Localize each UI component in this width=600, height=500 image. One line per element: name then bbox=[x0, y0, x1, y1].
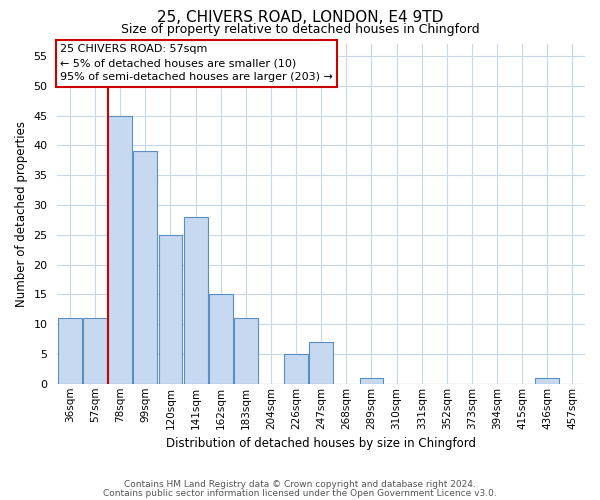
Bar bbox=[133, 152, 157, 384]
Text: Size of property relative to detached houses in Chingford: Size of property relative to detached ho… bbox=[121, 22, 479, 36]
Bar bbox=[108, 116, 132, 384]
Bar bbox=[58, 318, 82, 384]
Text: 25, CHIVERS ROAD, LONDON, E4 9TD: 25, CHIVERS ROAD, LONDON, E4 9TD bbox=[157, 10, 443, 25]
Bar bbox=[234, 318, 258, 384]
Bar bbox=[158, 234, 182, 384]
Bar bbox=[535, 378, 559, 384]
Bar bbox=[359, 378, 383, 384]
Text: Contains public sector information licensed under the Open Government Licence v3: Contains public sector information licen… bbox=[103, 488, 497, 498]
X-axis label: Distribution of detached houses by size in Chingford: Distribution of detached houses by size … bbox=[166, 437, 476, 450]
Bar bbox=[209, 294, 233, 384]
Text: Contains HM Land Registry data © Crown copyright and database right 2024.: Contains HM Land Registry data © Crown c… bbox=[124, 480, 476, 489]
Bar bbox=[184, 217, 208, 384]
Bar bbox=[309, 342, 333, 384]
Text: 25 CHIVERS ROAD: 57sqm
← 5% of detached houses are smaller (10)
95% of semi-deta: 25 CHIVERS ROAD: 57sqm ← 5% of detached … bbox=[60, 44, 333, 82]
Bar bbox=[83, 318, 107, 384]
Y-axis label: Number of detached properties: Number of detached properties bbox=[15, 121, 28, 307]
Bar bbox=[284, 354, 308, 384]
